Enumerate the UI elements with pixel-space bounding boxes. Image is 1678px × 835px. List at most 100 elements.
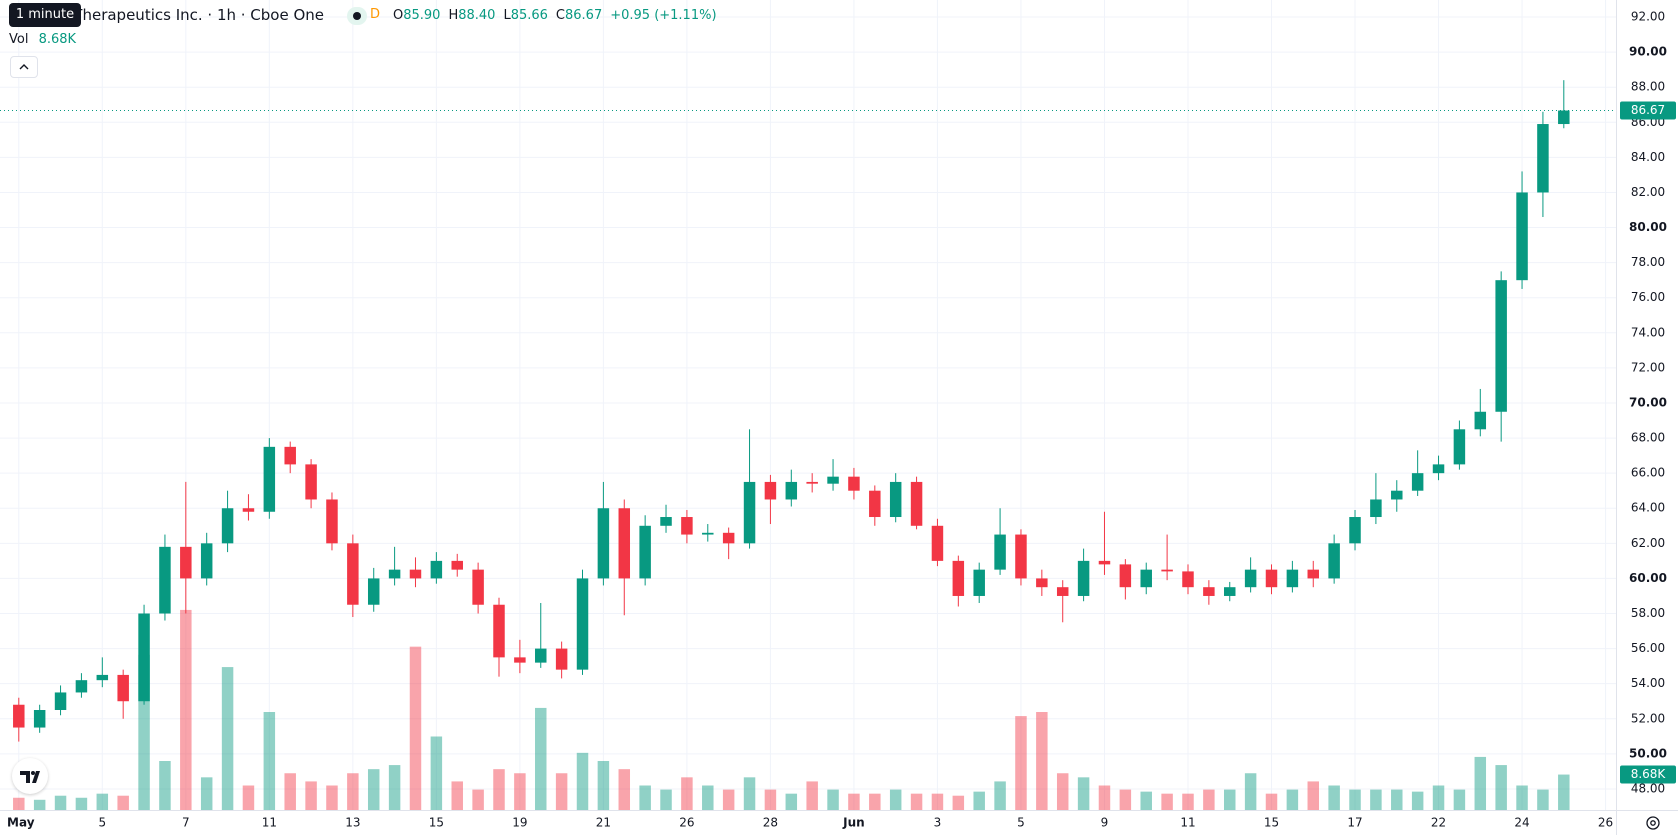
candle-body <box>388 569 401 579</box>
volume-bar <box>1161 793 1173 810</box>
candle-body <box>263 446 276 512</box>
candle-body <box>535 648 547 663</box>
volume-bar <box>117 795 129 810</box>
candle-body <box>409 569 422 579</box>
ohlc-value: 85.90 <box>403 8 441 23</box>
volume-bar <box>75 797 88 810</box>
volume-bar <box>660 789 672 810</box>
candle-body <box>1224 587 1236 596</box>
volume-bar <box>785 793 798 810</box>
y-tick-label: 70.00 <box>1629 395 1667 409</box>
change-value: +0.95 (+1.11%) <box>610 8 717 23</box>
status-dot <box>353 12 361 20</box>
volume-bar <box>952 795 965 810</box>
candle-body <box>96 674 109 681</box>
candle-body <box>1411 473 1424 491</box>
candle-body <box>743 481 756 544</box>
candle-body <box>1286 569 1299 588</box>
x-tick-label: 24 <box>1514 816 1529 830</box>
settings-button[interactable] <box>1644 814 1662 832</box>
y-tick-label: 80.00 <box>1629 220 1667 234</box>
candle-body <box>1307 569 1320 579</box>
y-tick-label: 90.00 <box>1629 45 1667 59</box>
candle-body <box>1182 571 1194 588</box>
volume-bar <box>1516 785 1528 810</box>
collapse-button[interactable] <box>10 56 38 78</box>
volume-bar <box>1307 781 1320 810</box>
candle-body <box>994 534 1006 570</box>
y-tick-label: 66.00 <box>1631 466 1665 480</box>
candle-body <box>910 481 923 526</box>
volume-bar <box>869 793 881 810</box>
candle-body <box>1474 411 1487 430</box>
candle-body <box>555 648 568 670</box>
volume-bar <box>639 785 651 810</box>
volume-name: Vol <box>9 32 29 47</box>
volume-bar <box>284 773 296 810</box>
last-volume-label: 8.68K <box>1631 767 1667 781</box>
volume-bar <box>1077 777 1090 810</box>
volume-bar <box>1453 789 1466 810</box>
collapse-icon <box>19 64 29 70</box>
volume-bar <box>514 773 526 810</box>
logo[interactable] <box>12 758 48 794</box>
logo-icon <box>20 771 40 783</box>
status-dot-bg <box>347 7 367 25</box>
volume-bar <box>1391 789 1403 810</box>
y-tick-label: 50.00 <box>1629 746 1667 760</box>
volume-bar <box>347 773 359 810</box>
candle-body <box>681 517 693 535</box>
volume-bar <box>242 785 255 810</box>
y-tick-label: 78.00 <box>1631 255 1665 269</box>
x-tick-label: 15 <box>1264 816 1279 830</box>
candle-body <box>1328 543 1340 579</box>
y-tick-label: 88.00 <box>1631 80 1665 94</box>
y-tick-label: 68.00 <box>1631 431 1665 445</box>
candle-body <box>180 546 192 579</box>
x-tick-label: 26 <box>1598 816 1613 830</box>
volume-bar <box>1119 789 1132 810</box>
y-tick-label: 62.00 <box>1631 536 1665 550</box>
candle-body <box>200 543 213 579</box>
x-tick-label: 21 <box>596 816 611 830</box>
volume-bar <box>848 793 860 810</box>
y-tick-label: 72.00 <box>1631 360 1665 374</box>
candle-body <box>1161 569 1173 572</box>
candle-body <box>764 481 777 500</box>
volume-bar <box>263 712 276 810</box>
x-tick-label: 9 <box>1101 816 1109 830</box>
volume-bar <box>1537 789 1549 810</box>
candle-body <box>660 517 672 526</box>
volume-bar <box>493 769 505 810</box>
volume-bar <box>555 773 568 810</box>
volume-bar <box>743 777 756 810</box>
volume-bar <box>1558 774 1570 810</box>
volume-bar <box>1411 791 1424 810</box>
candle-body <box>1537 124 1549 193</box>
candle-body <box>1453 429 1466 465</box>
volume-bar <box>1265 793 1278 810</box>
volume-bar <box>1244 773 1257 810</box>
candle-body <box>451 560 463 570</box>
volume-bar <box>96 793 109 810</box>
x-tick-label: 5 <box>98 816 106 830</box>
candle-body <box>1558 110 1570 125</box>
volume-bar <box>889 789 902 810</box>
candle-body <box>514 657 526 663</box>
x-tick-label: 3 <box>934 816 942 830</box>
volume-bar <box>1056 773 1069 810</box>
last-price-tag <box>1620 101 1676 120</box>
volume-bar <box>305 781 317 810</box>
last-volume-tag <box>1620 765 1676 784</box>
volume-bar <box>367 769 380 810</box>
x-tick-label: 11 <box>262 816 277 830</box>
candle-body <box>1056 587 1069 596</box>
volume-bar <box>180 609 192 810</box>
volume-bar <box>326 785 338 810</box>
candle-body <box>1432 464 1445 474</box>
candle-body <box>639 525 651 579</box>
x-tick-label: 19 <box>512 816 527 830</box>
volume-bar <box>764 789 777 810</box>
symbol-title: oar Therapeutics Inc. · 1h · Cboe One <box>44 6 325 24</box>
candle-body <box>221 508 234 544</box>
